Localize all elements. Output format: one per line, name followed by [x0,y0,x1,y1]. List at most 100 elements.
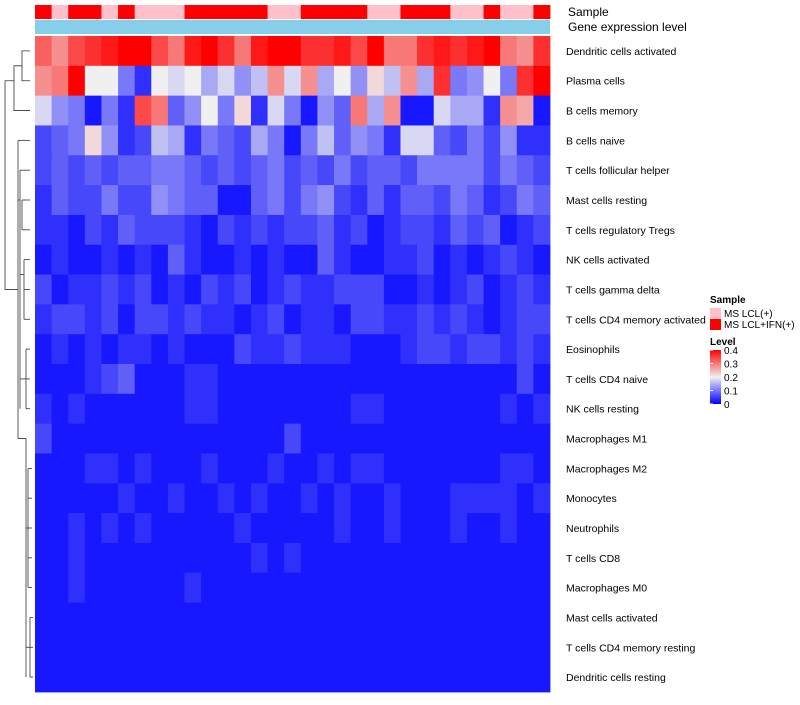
heatmap-cell [68,155,86,186]
row-label: T cells regulatory Tregs [566,225,675,237]
row-label: T cells follicular helper [566,165,670,177]
heatmap-cell [433,155,451,186]
heatmap-cell [167,125,185,156]
heatmap-cell [500,393,518,425]
sample-annotation-cell [51,5,69,19]
heatmap-cell [450,662,468,693]
heatmap-cell [367,36,385,67]
heatmap-cell [466,423,484,454]
heatmap-cell [483,125,501,156]
heatmap-cell [284,185,302,216]
heatmap-cell [383,572,401,603]
heatmap-cell [184,483,202,514]
heatmap-cell [101,36,119,67]
legend-sample-title: Sample [710,295,746,306]
heatmap-cell [317,423,335,454]
heatmap-cell [367,364,385,395]
heatmap-cell [433,572,451,603]
row-label: T cells CD4 memory resting [566,642,695,654]
heatmap-cell [500,65,518,97]
heatmap-cell [51,453,69,484]
heatmap-cell [167,214,185,246]
heatmap-cell [317,244,335,275]
heatmap-cell [151,602,169,633]
heatmap-cell [118,274,136,305]
heatmap-cell [101,334,119,365]
heatmap-cell [450,95,468,126]
heatmap-cell [118,185,136,216]
heatmap-cell [500,214,518,246]
heatmap-cell [217,214,235,246]
row-label: Mast cells resting [566,195,647,207]
heatmap-cell [483,274,501,305]
heatmap-cell [201,542,219,574]
heatmap-cell [118,632,136,663]
gene-expression-annotation-label: Gene expression level [568,20,687,34]
heatmap-cell [383,36,401,67]
heatmap-cell [317,662,335,693]
heatmap-cell [201,364,219,395]
heatmap-cell [68,304,86,335]
heatmap-cell [201,65,219,97]
heatmap-cell [533,364,551,395]
heatmap-cell [267,662,285,693]
heatmap-cell [250,65,268,97]
heatmap-cell [317,453,335,484]
heatmap-cell [383,632,401,663]
sample-annotation-cell [151,5,169,19]
heatmap-cell [151,155,169,186]
heatmap-cell [167,65,185,97]
heatmap-cell [184,155,202,186]
heatmap-cell [234,572,252,603]
heatmap-cell [317,95,335,126]
heatmap-cell [483,453,501,484]
heatmap-cell [151,632,169,663]
heatmap-cell [134,65,152,97]
row-label: Dendritic cells activated [566,46,676,58]
legend-level-tick-label: 0.3 [724,360,738,371]
heatmap-cell [134,542,152,574]
heatmap-cell [250,334,268,365]
row-label: Mast cells activated [566,612,658,624]
row-label: Macrophages M0 [566,583,647,595]
row-label: Macrophages M1 [566,434,647,446]
heatmap-cell [84,483,102,514]
heatmap-cell [516,274,534,305]
heatmap-cell [101,244,119,275]
heatmap-cell [450,513,468,544]
heatmap-cell [184,65,202,97]
heatmap-cell [184,364,202,395]
heatmap-cell [134,602,152,633]
heatmap-cell [317,185,335,216]
heatmap-cell [300,572,318,603]
heatmap-cell [217,513,235,544]
heatmap-cell [118,244,136,275]
heatmap-cell [350,423,368,454]
heatmap-cell [51,483,69,514]
heatmap-cell [383,662,401,693]
heatmap-cell [433,483,451,514]
heatmap-cell [118,304,136,335]
heatmap-cells [35,36,551,693]
heatmap-cell [516,364,534,395]
heatmap-cell [516,125,534,156]
heatmap-cell [433,185,451,216]
heatmap-cell [533,542,551,574]
heatmap-cell [284,155,302,186]
heatmap-cell [450,274,468,305]
heatmap-cell [101,453,119,484]
heatmap-cell [167,602,185,633]
heatmap-cell [317,602,335,633]
heatmap-cell [84,572,102,603]
heatmap-cell [417,214,435,246]
heatmap-cell [500,185,518,216]
heatmap-cell [84,36,102,67]
heatmap-cell [35,95,53,126]
heatmap-cell [184,632,202,663]
heatmap-cell [118,542,136,574]
heatmap-cell [433,214,451,246]
heatmap-cell [317,214,335,246]
heatmap-cell [84,632,102,663]
heatmap-cell [184,125,202,156]
heatmap-cell [350,364,368,395]
